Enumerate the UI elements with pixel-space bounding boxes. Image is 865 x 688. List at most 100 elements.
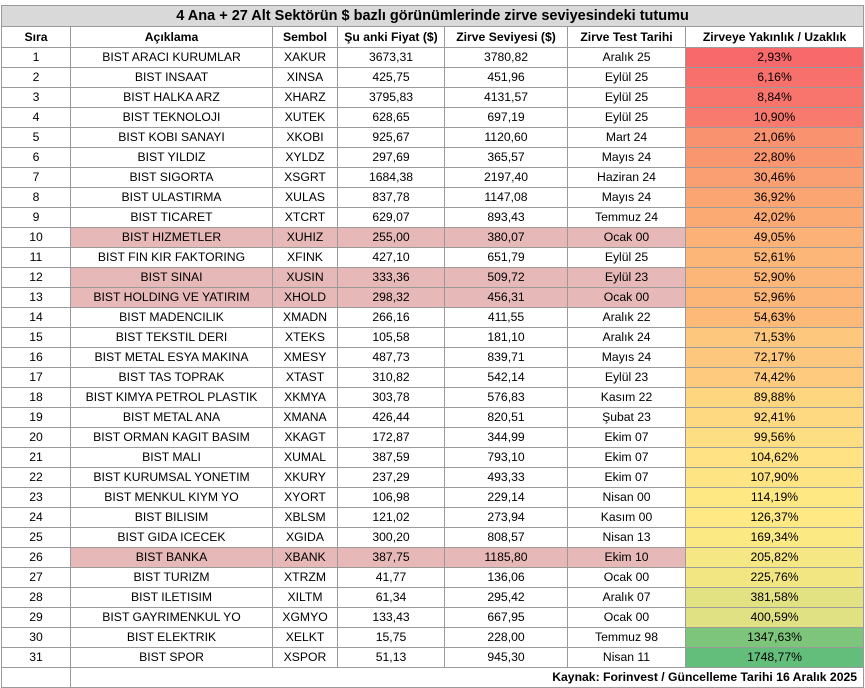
- cell-sembol: XKAGT: [272, 427, 338, 448]
- cell-zirve: 839,71: [444, 347, 568, 368]
- cell-tarih: Kasım 00: [567, 507, 686, 528]
- table-row: 9 BIST TICARET XTCRT 629,07 893,43 Temmuz 24 4…: [1, 207, 865, 228]
- header-row: Sıra Açıklama Sembol Şu anki Fiyat ($) Z…: [1, 26, 865, 48]
- cell-sembol: XGIDA: [272, 527, 338, 548]
- cell-sira: 7: [1, 167, 71, 188]
- cell-sembol: XBANK: [272, 547, 338, 568]
- cell-zirve: 380,07: [444, 227, 568, 248]
- cell-tarih: Aralık 25: [567, 47, 686, 68]
- cell-sira: 11: [1, 247, 71, 268]
- cell-fiyat: 333,36: [337, 267, 445, 288]
- cell-sembol: XTRZM: [272, 567, 338, 588]
- cell-zirve: 697,19: [444, 107, 568, 128]
- cell-zirve: 493,33: [444, 467, 568, 488]
- cell-aciklama: BIST INSAAT: [70, 67, 273, 88]
- cell-sira: 21: [1, 447, 71, 468]
- cell-aciklama: BIST HALKA ARZ: [70, 87, 273, 108]
- table-row: 27 BIST TURIZM XTRZM 41,77 136,06 Ocak 00 225,…: [1, 567, 865, 588]
- cell-yakinlik: 21,06%: [684, 127, 865, 148]
- cell-aciklama: BIST GAYRIMENKUL YO: [70, 607, 273, 628]
- cell-fiyat: 237,29: [337, 467, 445, 488]
- header-yakinlik: Zirveye Yakınlık / Uzaklık: [684, 26, 865, 48]
- cell-sembol: XYORT: [272, 487, 338, 508]
- cell-tarih: Nisan 11: [567, 647, 686, 668]
- cell-sira: 3: [1, 87, 71, 108]
- cell-aciklama: BIST SINAI: [70, 267, 273, 288]
- cell-fiyat: 925,67: [337, 127, 445, 148]
- cell-fiyat: 487,73: [337, 347, 445, 368]
- table-row: 4 BIST TEKNOLOJI XUTEK 628,65 697,19 Eylül 25…: [1, 107, 865, 128]
- cell-aciklama: BIST ULASTIRMA: [70, 187, 273, 208]
- cell-aciklama: BIST METAL ANA: [70, 407, 273, 428]
- cell-zirve: 273,94: [444, 507, 568, 528]
- cell-aciklama: BIST MADENCILIK: [70, 307, 273, 328]
- table-row: 6 BIST YILDIZ XYLDZ 297,69 365,57 Mayıs 24 22,…: [1, 147, 865, 168]
- table-row: 5 BIST KOBI SANAYI XKOBI 925,67 1120,60 Mart …: [1, 127, 865, 148]
- cell-sira: 18: [1, 387, 71, 408]
- cell-fiyat: 105,58: [337, 327, 445, 348]
- title-row: 4 Ana + 27 Alt Sektörün $ bazlı görünüml…: [0, 5, 865, 27]
- cell-tarih: Eylül 23: [567, 267, 686, 288]
- cell-tarih: Ekim 07: [567, 427, 686, 448]
- cell-yakinlik: 169,34%: [684, 527, 865, 548]
- cell-zirve: 1185,80: [444, 547, 568, 568]
- cell-aciklama: BIST TEKNOLOJI: [70, 107, 273, 128]
- table-row: 10 BIST HIZMETLER XUHIZ 255,00 380,07 Ocak 00…: [1, 227, 865, 248]
- cell-aciklama: BIST TEKSTIL DERI: [70, 327, 273, 348]
- header-fiyat: Şu anki Fiyat ($): [337, 26, 445, 48]
- cell-sira: 16: [1, 347, 71, 368]
- cell-sembol: XFINK: [272, 247, 338, 268]
- cell-aciklama: BIST YILDIZ: [70, 147, 273, 168]
- spreadsheet: 4 Ana + 27 Alt Sektörün $ bazlı görünüml…: [0, 5, 865, 688]
- cell-sembol: XBLSM: [272, 507, 338, 528]
- cell-aciklama: BIST ORMAN KAGIT BASIM: [70, 427, 273, 448]
- cell-aciklama: BIST HIZMETLER: [70, 227, 273, 248]
- table-row: 17 BIST TAS TOPRAK XTAST 310,82 542,14 Eylül …: [1, 367, 865, 388]
- table-title: 4 Ana + 27 Alt Sektörün $ bazlı görünüml…: [0, 5, 865, 27]
- cell-yakinlik: 52,96%: [684, 287, 865, 308]
- table-row: 2 BIST INSAAT XINSA 425,75 451,96 Eylül 25 6,1…: [1, 67, 865, 88]
- cell-yakinlik: 126,37%: [684, 507, 865, 528]
- cell-fiyat: 121,02: [337, 507, 445, 528]
- table-row: 12 BIST SINAI XUSIN 333,36 509,72 Eylül 23 52,…: [1, 267, 865, 288]
- cell-sira: 25: [1, 527, 71, 548]
- cell-sembol: XINSA: [272, 67, 338, 88]
- cell-yakinlik: 205,82%: [684, 547, 865, 568]
- cell-aciklama: BIST TICARET: [70, 207, 273, 228]
- cell-yakinlik: 49,05%: [684, 227, 865, 248]
- footer-row: Kaynak: Forinvest / Güncelleme Tarihi 16…: [1, 667, 865, 688]
- footer-empty-cell: [1, 667, 71, 688]
- cell-tarih: Eylül 25: [567, 87, 686, 108]
- cell-zirve: 1120,60: [444, 127, 568, 148]
- cell-sira: 6: [1, 147, 71, 168]
- table-row: 22 BIST KURUMSAL YONETIM XKURY 237,29 493,33…: [1, 467, 865, 488]
- cell-tarih: Mart 24: [567, 127, 686, 148]
- cell-zirve: 893,43: [444, 207, 568, 228]
- cell-tarih: Ocak 00: [567, 287, 686, 308]
- cell-aciklama: BIST KURUMSAL YONETIM: [70, 467, 273, 488]
- cell-sira: 1: [1, 47, 71, 68]
- cell-aciklama: BIST BILISIM: [70, 507, 273, 528]
- cell-sira: 5: [1, 127, 71, 148]
- cell-zirve: 456,31: [444, 287, 568, 308]
- cell-aciklama: BIST ARACI KURUMLAR: [70, 47, 273, 68]
- cell-tarih: Temmuz 98: [567, 627, 686, 648]
- table-row: 3 BIST HALKA ARZ XHARZ 3795,83 4131,57 Eylül …: [1, 87, 865, 108]
- cell-yakinlik: 52,90%: [684, 267, 865, 288]
- table-row: 26 BIST BANKA XBANK 387,75 1185,80 Ekim 10 205…: [1, 547, 865, 568]
- header-sira: Sıra: [1, 26, 71, 48]
- cell-fiyat: 1684,38: [337, 167, 445, 188]
- table-row: 8 BIST ULASTIRMA XULAS 837,78 1147,08 Mayıs 2…: [1, 187, 865, 208]
- table-row: 28 BIST ILETISIM XILTM 61,34 295,42 Aralık 07…: [1, 587, 865, 608]
- cell-fiyat: 425,75: [337, 67, 445, 88]
- cell-aciklama: BIST ELEKTRIK: [70, 627, 273, 648]
- cell-zirve: 451,96: [444, 67, 568, 88]
- table-row: 11 BIST FIN KIR FAKTORING XFINK 427,10 651,7…: [1, 247, 865, 268]
- cell-tarih: Şubat 23: [567, 407, 686, 428]
- cell-sira: 2: [1, 67, 71, 88]
- table-row: 1 BIST ARACI KURUMLAR XAKUR 3673,31 3780,82 A…: [1, 47, 865, 68]
- cell-fiyat: 51,13: [337, 647, 445, 668]
- cell-aciklama: BIST MENKUL KIYM YO: [70, 487, 273, 508]
- cell-zirve: 542,14: [444, 367, 568, 388]
- cell-sembol: XILTM: [272, 587, 338, 608]
